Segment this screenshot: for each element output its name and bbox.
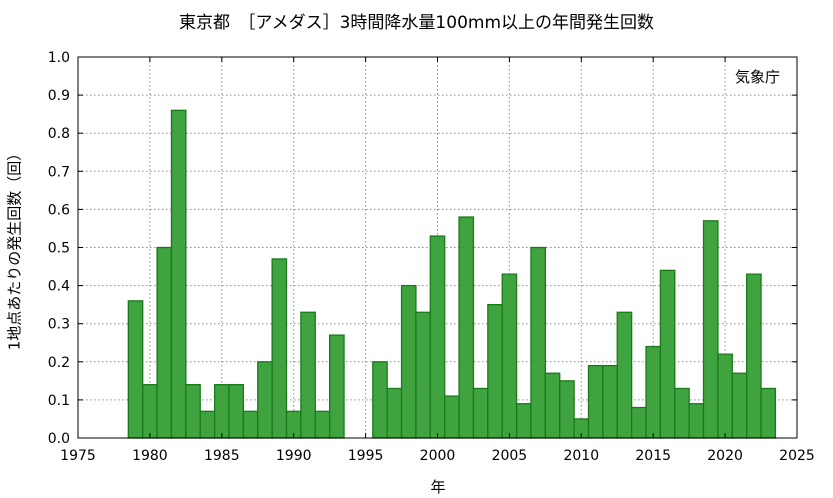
bar: [702, 220, 719, 439]
bar: [616, 311, 633, 439]
x-tick-label: 1985: [204, 448, 240, 464]
bar: [257, 361, 273, 439]
bar: [386, 387, 403, 439]
bar: [659, 269, 676, 439]
source-label: 気象庁: [735, 68, 781, 86]
y-tick-label: 0.8: [48, 126, 70, 142]
bar: [328, 334, 345, 439]
y-tick-label: 0.7: [48, 164, 70, 180]
bar: [472, 387, 489, 439]
bar: [199, 410, 216, 439]
bar: [559, 380, 575, 439]
x-tick-label: 1975: [60, 448, 96, 464]
bar: [544, 372, 561, 439]
bar: [156, 246, 173, 439]
bar: [731, 372, 748, 439]
bar: [717, 353, 733, 439]
bar: [185, 384, 201, 439]
bar: [530, 246, 546, 439]
bar: [487, 303, 503, 439]
bar: [213, 384, 230, 439]
bar: [688, 403, 705, 439]
bar: [242, 410, 259, 439]
y-tick-label: 0.9: [48, 88, 70, 104]
bar: [645, 345, 662, 439]
bar: [630, 406, 647, 439]
bar: [271, 258, 288, 439]
bar: [400, 284, 417, 439]
x-tick-label: 2015: [635, 448, 671, 464]
bar: [444, 395, 460, 439]
y-tick-label: 0.3: [48, 317, 70, 333]
y-tick-label: 0.0: [48, 431, 70, 447]
x-tick-label: 2020: [707, 448, 743, 464]
bar: [515, 403, 532, 439]
y-tick-label: 1.0: [48, 50, 70, 66]
y-tick-label: 0.2: [48, 355, 70, 371]
x-tick-label: 2000: [420, 448, 456, 464]
bar: [372, 361, 388, 439]
bar: [415, 311, 431, 439]
bar: [501, 273, 518, 439]
bar: [746, 273, 762, 439]
x-tick-label: 2005: [492, 448, 528, 464]
axis-ticks: 0.0 0.1 0.2 0.3 0.4 0.5 0.6 0.7 0.8 0.9 1.0 1975 198…: [48, 50, 815, 464]
x-tick-label: 1995: [348, 448, 384, 464]
x-tick-label: 2010: [563, 448, 599, 464]
y-axis-label: 1地点あたりの発生回数（回）: [5, 145, 24, 351]
x-tick-label: 2025: [779, 448, 815, 464]
x-tick-label: 1980: [132, 448, 168, 464]
y-tick-label: 0.6: [48, 202, 70, 218]
bar: [314, 410, 331, 439]
x-tick-label: 1990: [276, 448, 312, 464]
bar: [170, 109, 187, 439]
bars: [127, 109, 777, 439]
bar: [602, 364, 618, 439]
y-tick-label: 0.1: [48, 393, 70, 409]
bar: [127, 300, 144, 439]
bar: [429, 235, 446, 439]
bar: [458, 216, 475, 439]
bar: [228, 384, 245, 439]
bar: [760, 387, 777, 439]
bar: [300, 311, 316, 439]
bar: [142, 384, 158, 439]
chart-title: 東京都 ［アメダス］3時間降水量100mm以上の年間発生回数: [178, 13, 655, 33]
bar: [674, 387, 690, 439]
bar: [587, 364, 604, 439]
x-axis-label: 年: [430, 478, 446, 496]
y-tick-label: 0.4: [48, 279, 70, 295]
y-tick-label: 0.5: [48, 241, 70, 257]
